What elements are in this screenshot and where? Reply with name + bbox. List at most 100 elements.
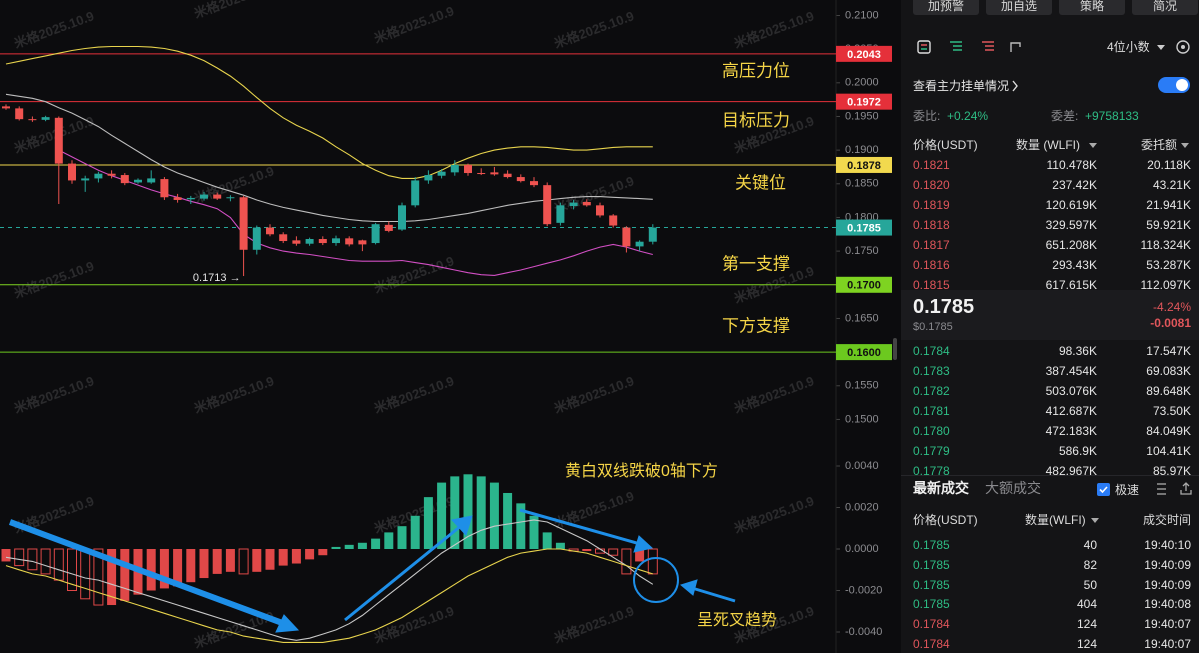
candle-body — [305, 239, 314, 244]
depth-icon[interactable] — [1009, 40, 1023, 54]
trade-time: 19:40:07 — [1144, 637, 1191, 651]
level-note: 高压力位 — [722, 61, 790, 80]
sort-caret[interactable] — [1091, 518, 1099, 524]
macd-bar — [14, 548, 25, 567]
macd-bar — [410, 515, 420, 549]
diff-value: +9758133 — [1085, 109, 1139, 123]
candle-body — [384, 224, 393, 231]
highlight-circle — [633, 557, 679, 603]
trade-header: 价格(USDT) — [913, 513, 978, 527]
trade-time: 19:40:10 — [1144, 538, 1191, 552]
book-qty: 586.9K — [1058, 444, 1097, 458]
export-icon[interactable] — [1179, 482, 1193, 496]
y-tick-label: -0.0040 — [845, 626, 882, 638]
macd-bar — [555, 542, 565, 549]
low-marker: 0.1713 → — [193, 272, 241, 284]
indicator-line — [58, 149, 653, 276]
macd-line — [5, 519, 654, 641]
precision-caret[interactable] — [1156, 43, 1166, 51]
trade-tab[interactable]: 最新成交 — [913, 480, 969, 496]
book-header: 委托额 — [1140, 138, 1177, 152]
sort-caret[interactable] — [1181, 143, 1189, 149]
trade-qty: 82 — [1083, 557, 1097, 572]
book-qty: 98.36K — [1058, 344, 1097, 358]
book-qty: 237.42K — [1052, 178, 1097, 192]
arrow — [691, 586, 736, 603]
candle-body — [266, 227, 274, 235]
button[interactable]: 加预警 — [913, 0, 979, 15]
book-qty: 412.687K — [1045, 404, 1097, 418]
candle-body — [596, 205, 604, 216]
ratio-value: +0.24% — [947, 109, 989, 123]
settings-icon[interactable] — [1175, 39, 1191, 55]
y-tick-label: 0.2000 — [845, 77, 879, 89]
book-qty: 120.619K — [1045, 198, 1097, 212]
macd-bar — [582, 549, 592, 552]
macd-bar — [450, 476, 460, 549]
bids-view-icon[interactable] — [949, 40, 963, 54]
candle-body — [398, 205, 406, 230]
book-price: 0.1820 — [913, 178, 950, 192]
level-note: 目标压力 — [722, 111, 790, 130]
level-box — [836, 344, 892, 361]
scroll-handle[interactable] — [893, 338, 897, 360]
chevron[interactable] — [1011, 80, 1019, 92]
candle-body — [54, 117, 63, 164]
trade-time: 19:40:08 — [1144, 597, 1191, 612]
candle-body — [2, 106, 10, 109]
y-tick-label: 0.1650 — [845, 312, 879, 324]
candle-body — [622, 227, 631, 247]
level-label: 0.1700 — [847, 280, 881, 292]
asks-view-icon[interactable] — [981, 40, 995, 54]
candle-body — [200, 194, 208, 199]
toggle[interactable] — [1158, 77, 1190, 93]
y-tick-label: 0.2100 — [845, 9, 879, 21]
filter-icon[interactable] — [1153, 482, 1167, 496]
checkbox[interactable] — [1097, 483, 1110, 496]
annotation: 黄白双线跌破0轴下方 — [565, 462, 718, 480]
macd-bar — [252, 549, 262, 572]
level-box — [836, 276, 892, 293]
book-amount: 43.21K — [1152, 178, 1191, 192]
macd-bar — [146, 549, 156, 591]
book-qty: 387.454K — [1045, 364, 1097, 378]
macd-bar — [621, 548, 632, 575]
macd-bar — [291, 549, 301, 564]
book-amount: 104.41K — [1146, 444, 1191, 458]
macd-bar — [516, 503, 526, 549]
button[interactable]: 简况 — [1132, 0, 1198, 15]
icon-shape — [1176, 40, 1190, 54]
book-qty: 617.615K — [1045, 278, 1097, 292]
book-amount: 89.648K — [1146, 384, 1191, 398]
mid-usd: $0.1785 — [913, 321, 953, 333]
arrow — [519, 508, 641, 546]
toggle-knob — [1176, 79, 1188, 91]
y-tick-label: 0.1750 — [845, 245, 879, 257]
side-panel: 加预警 加自选 策略 简况 4位小数 查看主力挂单情况 委比: +0.24% 委差: +97581… — [901, 0, 1199, 653]
y-tick-label: -0.0020 — [845, 584, 882, 596]
macd-bar — [120, 549, 130, 601]
button[interactable]: 策略 — [1059, 0, 1125, 15]
button[interactable]: 加自选 — [986, 0, 1052, 15]
candle-body — [147, 178, 156, 183]
candle-body — [252, 227, 261, 250]
sort-caret[interactable] — [1089, 143, 1097, 149]
macd-bar — [265, 549, 275, 570]
level-label: 0.2043 — [847, 49, 881, 61]
candle-body — [464, 164, 472, 174]
candle-body — [134, 179, 142, 183]
divider — [901, 475, 1199, 476]
book-price: 0.1779 — [913, 444, 950, 458]
candle-body — [239, 197, 248, 250]
candle-body — [635, 241, 644, 247]
candle-body — [648, 227, 657, 242]
trade-tab[interactable]: 大额成交 — [985, 480, 1041, 496]
precision-select[interactable]: 4位小数 — [1107, 40, 1150, 54]
checkbox-box — [1097, 483, 1110, 496]
level-box — [836, 45, 892, 62]
checkbox-tick — [1099, 486, 1108, 494]
macd-bar — [199, 549, 209, 579]
icon-shape — [1180, 482, 1192, 495]
book-view-icon[interactable] — [917, 40, 931, 54]
candle-body — [569, 202, 578, 207]
